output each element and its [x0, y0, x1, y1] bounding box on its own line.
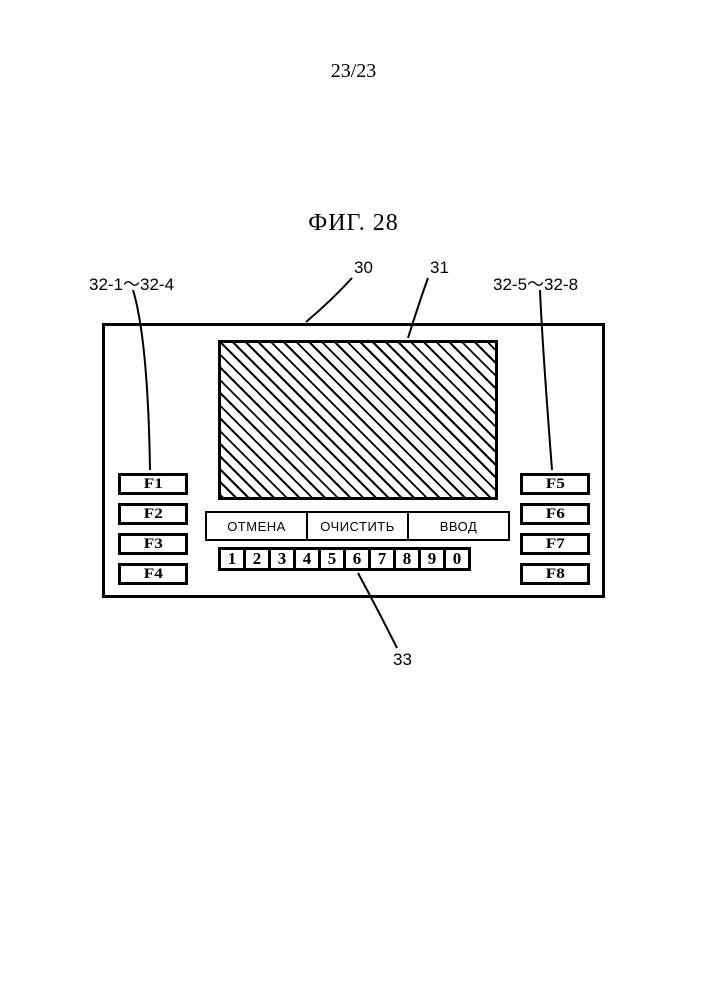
cancel-button[interactable]: ОТМЕНА	[205, 511, 308, 541]
fkey-f6[interactable]: F6	[520, 503, 590, 525]
enter-button[interactable]: ВВОД	[407, 511, 510, 541]
action-button-row: ОТМЕНА ОЧИСТИТЬ ВВОД	[205, 511, 512, 541]
numkey-6[interactable]: 6	[343, 547, 371, 571]
fkey-f3[interactable]: F3	[118, 533, 188, 555]
fkey-f1[interactable]: F1	[118, 473, 188, 495]
numkey-0[interactable]: 0	[443, 547, 471, 571]
fkey-f7[interactable]: F7	[520, 533, 590, 555]
numeric-key-row: 1 2 3 4 5 6 7 8 9 0	[218, 547, 471, 571]
fkey-f2[interactable]: F2	[118, 503, 188, 525]
numkey-1[interactable]: 1	[218, 547, 246, 571]
numkey-3[interactable]: 3	[268, 547, 296, 571]
numkey-5[interactable]: 5	[318, 547, 346, 571]
numkey-4[interactable]: 4	[293, 547, 321, 571]
screen-hatch	[221, 343, 495, 497]
numkey-2[interactable]: 2	[243, 547, 271, 571]
numkey-9[interactable]: 9	[418, 547, 446, 571]
fkey-f4[interactable]: F4	[118, 563, 188, 585]
display-screen	[218, 340, 498, 500]
fkey-f5[interactable]: F5	[520, 473, 590, 495]
fkey-f8[interactable]: F8	[520, 563, 590, 585]
numkey-8[interactable]: 8	[393, 547, 421, 571]
clear-button[interactable]: ОЧИСТИТЬ	[306, 511, 409, 541]
numkey-7[interactable]: 7	[368, 547, 396, 571]
